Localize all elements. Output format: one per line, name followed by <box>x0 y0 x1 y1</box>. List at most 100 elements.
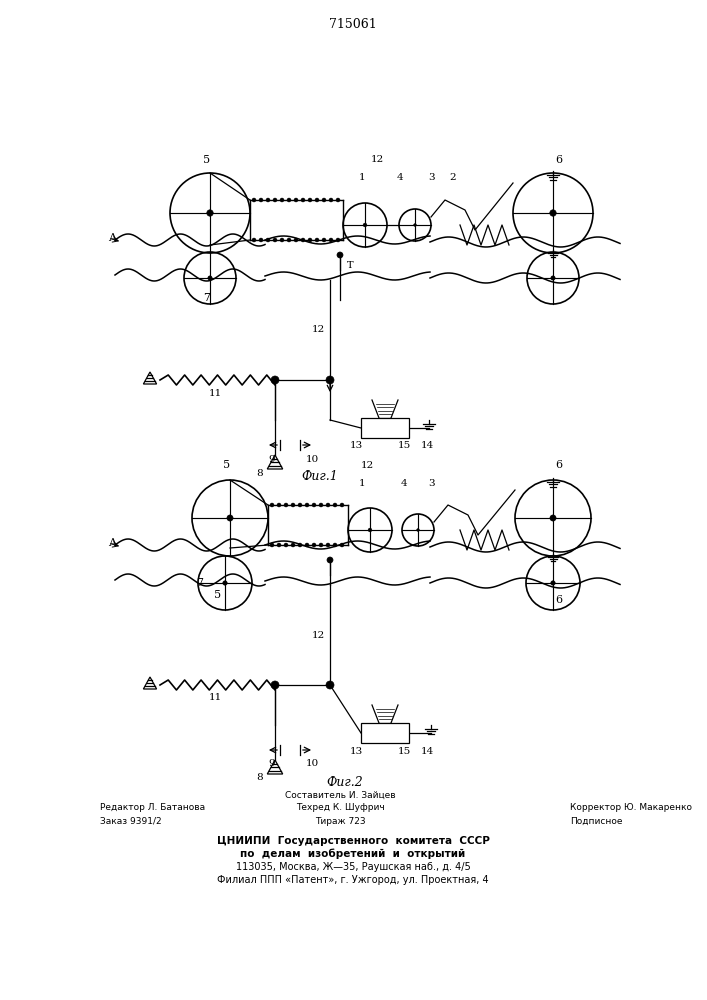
Circle shape <box>416 529 419 531</box>
Circle shape <box>329 198 333 202</box>
Circle shape <box>308 198 312 202</box>
Circle shape <box>277 543 281 547</box>
Text: 8: 8 <box>257 468 263 478</box>
Circle shape <box>551 276 555 280</box>
Text: Техред К. Шуфрич: Техред К. Шуфрич <box>296 804 385 812</box>
Circle shape <box>298 503 302 507</box>
Circle shape <box>266 198 270 202</box>
Text: T: T <box>346 260 354 269</box>
Text: Фиг.1: Фиг.1 <box>302 471 339 484</box>
Circle shape <box>259 198 263 202</box>
Circle shape <box>326 376 334 384</box>
Circle shape <box>319 543 323 547</box>
Circle shape <box>273 238 277 242</box>
Text: Подписное: Подписное <box>570 816 622 826</box>
Circle shape <box>280 238 284 242</box>
Circle shape <box>315 238 319 242</box>
Text: 12: 12 <box>311 326 325 334</box>
Circle shape <box>315 198 319 202</box>
Circle shape <box>252 198 256 202</box>
Bar <box>361 723 409 743</box>
Circle shape <box>266 238 270 242</box>
Circle shape <box>270 543 274 547</box>
Circle shape <box>294 238 298 242</box>
Circle shape <box>363 223 367 227</box>
Circle shape <box>305 543 309 547</box>
Text: Филиал ППП «Патент», г. Ужгород, ул. Проектная, 4: Филиал ППП «Патент», г. Ужгород, ул. Про… <box>217 875 489 885</box>
Circle shape <box>287 198 291 202</box>
Circle shape <box>284 503 288 507</box>
Circle shape <box>322 198 326 202</box>
Circle shape <box>301 198 305 202</box>
Bar <box>361 418 409 438</box>
Circle shape <box>333 503 337 507</box>
Text: 13: 13 <box>349 746 363 756</box>
Circle shape <box>305 503 309 507</box>
Text: 12: 12 <box>370 155 384 164</box>
Text: A: A <box>108 233 116 243</box>
Circle shape <box>277 503 281 507</box>
Text: 9: 9 <box>269 760 275 768</box>
Circle shape <box>227 515 233 521</box>
Text: 1: 1 <box>358 479 366 488</box>
Text: 6: 6 <box>556 155 563 165</box>
Text: 7: 7 <box>204 293 211 303</box>
Text: 6: 6 <box>556 460 563 470</box>
Circle shape <box>298 543 302 547</box>
Circle shape <box>336 198 340 202</box>
Text: по  делам  изобретений  и  открытий: по делам изобретений и открытий <box>240 849 466 859</box>
Circle shape <box>280 198 284 202</box>
Text: 8: 8 <box>257 774 263 782</box>
Circle shape <box>414 224 416 226</box>
Text: 4: 4 <box>397 174 403 182</box>
Text: 12: 12 <box>361 460 373 470</box>
Circle shape <box>550 515 556 521</box>
Text: Редактор Л. Батанова: Редактор Л. Батанова <box>100 804 205 812</box>
Circle shape <box>322 238 326 242</box>
Circle shape <box>327 557 333 563</box>
Circle shape <box>291 503 295 507</box>
Circle shape <box>337 252 343 258</box>
Circle shape <box>326 543 330 547</box>
Circle shape <box>271 681 279 689</box>
Text: 3: 3 <box>428 174 436 182</box>
Text: Фиг.2: Фиг.2 <box>327 776 363 788</box>
Text: 15: 15 <box>397 442 411 450</box>
Text: 15: 15 <box>397 746 411 756</box>
Text: A: A <box>108 538 116 548</box>
Text: 11: 11 <box>209 388 221 397</box>
Circle shape <box>208 276 212 280</box>
Text: 2: 2 <box>450 174 456 182</box>
Circle shape <box>340 503 344 507</box>
Circle shape <box>294 198 298 202</box>
Text: ЦНИИПИ  Государственного  комитета  СССР: ЦНИИПИ Государственного комитета СССР <box>216 836 489 846</box>
Circle shape <box>326 503 330 507</box>
Circle shape <box>259 238 263 242</box>
Circle shape <box>287 238 291 242</box>
Circle shape <box>223 581 227 585</box>
Text: 715061: 715061 <box>329 17 377 30</box>
Circle shape <box>550 210 556 216</box>
Text: 10: 10 <box>305 454 319 464</box>
Text: 5: 5 <box>214 590 221 600</box>
Circle shape <box>273 198 277 202</box>
Text: 6: 6 <box>556 595 563 605</box>
Circle shape <box>333 543 337 547</box>
Text: Корректор Ю. Макаренко: Корректор Ю. Макаренко <box>570 804 692 812</box>
Circle shape <box>336 238 340 242</box>
Text: 11: 11 <box>209 694 221 702</box>
Text: Составитель И. Зайцев: Составитель И. Зайцев <box>285 790 395 800</box>
Text: 14: 14 <box>421 442 433 450</box>
Circle shape <box>319 503 323 507</box>
Text: 14: 14 <box>421 746 433 756</box>
Circle shape <box>312 543 316 547</box>
Circle shape <box>301 238 305 242</box>
Circle shape <box>271 376 279 384</box>
Text: 5: 5 <box>223 460 230 470</box>
Circle shape <box>340 543 344 547</box>
Text: 13: 13 <box>349 442 363 450</box>
Circle shape <box>551 581 555 585</box>
Text: Тираж 723: Тираж 723 <box>315 816 366 826</box>
Text: 12: 12 <box>311 631 325 640</box>
Text: 5: 5 <box>204 155 211 165</box>
